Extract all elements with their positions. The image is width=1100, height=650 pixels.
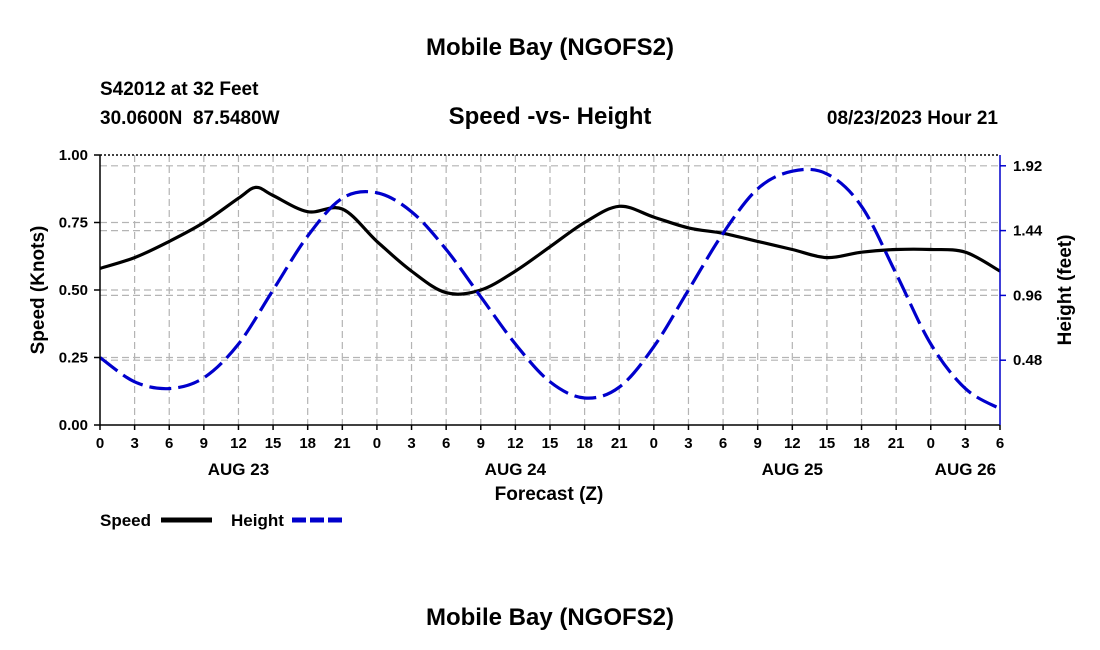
legend-label-height: Height	[231, 511, 284, 530]
series-line-speed	[99, 185, 1001, 296]
x-tick-label: 21	[888, 435, 905, 452]
x-axis-label: Forecast (Z)	[495, 484, 604, 505]
x-tick-label: 18	[299, 435, 316, 452]
x-tick-label: 9	[477, 435, 485, 452]
date-label: AUG 25	[762, 460, 823, 479]
x-tick-label: 9	[200, 435, 208, 452]
x-tick-label: 15	[542, 435, 559, 452]
x-tick-label: 21	[611, 435, 628, 452]
x-tick-label: 12	[784, 435, 801, 452]
x-tick-label: 12	[507, 435, 524, 452]
x-tick-label: 6	[719, 435, 727, 452]
y-axis-label-right: Height (feet)	[1055, 235, 1076, 346]
y-axis-label-left: Speed (Knots)	[28, 226, 49, 355]
date-label: AUG 26	[935, 460, 996, 479]
y-tick-label-right: 0.96	[1013, 287, 1042, 304]
x-tick-label: 18	[576, 435, 593, 452]
x-tick-label: 3	[407, 435, 415, 452]
x-tick-label: 6	[165, 435, 173, 452]
y-tick-label-left: 0.75	[59, 215, 88, 232]
y-tick-label-right: 1.44	[1013, 223, 1043, 240]
date-label: AUG 24	[485, 460, 547, 479]
station-label: S42012 at 32 Feet	[100, 79, 259, 100]
bottom-title: Mobile Bay (NGOFS2)	[426, 604, 674, 631]
x-tick-label: 15	[819, 435, 836, 452]
date-label: AUG 23	[208, 460, 269, 479]
y-tick-label-left: 0.25	[59, 350, 88, 367]
chart-title: Speed -vs- Height	[449, 103, 652, 130]
x-tick-label: 12	[230, 435, 247, 452]
grid	[100, 155, 1000, 425]
date-label: 08/23/2023 Hour 21	[827, 108, 999, 129]
x-tick-label: 3	[961, 435, 969, 452]
x-tick-label: 0	[927, 435, 935, 452]
ticks: 0 3 6 9 12 15 18 21 0 3 6 9 12 15 18 21 0 3 6 9 12 15 18 21 0 3 6A…	[59, 147, 1043, 479]
y-tick-label-right: 1.92	[1013, 158, 1042, 175]
x-tick-label: 3	[130, 435, 138, 452]
legend-label-speed: Speed	[100, 511, 151, 530]
x-tick-label: 15	[265, 435, 282, 452]
x-tick-label: 6	[996, 435, 1004, 452]
coords-label: 30.0600N 87.5480W	[100, 108, 280, 129]
x-tick-label: 21	[334, 435, 351, 452]
x-tick-label: 0	[96, 435, 104, 452]
x-tick-label: 9	[754, 435, 762, 452]
x-tick-label: 3	[684, 435, 692, 452]
main-title: Mobile Bay (NGOFS2)	[426, 34, 674, 61]
y-tick-label-left: 0.50	[59, 282, 88, 299]
series-layer	[99, 167, 1001, 411]
series-line-height	[99, 167, 1001, 411]
x-tick-label: 18	[853, 435, 870, 452]
x-tick-label: 6	[442, 435, 450, 452]
y-tick-label-left: 1.00	[59, 147, 88, 164]
x-tick-label: 0	[373, 435, 381, 452]
y-tick-label-left: 0.00	[59, 417, 88, 434]
legend: Speed Height	[100, 511, 343, 530]
x-tick-label: 0	[650, 435, 658, 452]
y-tick-label-right: 0.48	[1013, 352, 1042, 369]
